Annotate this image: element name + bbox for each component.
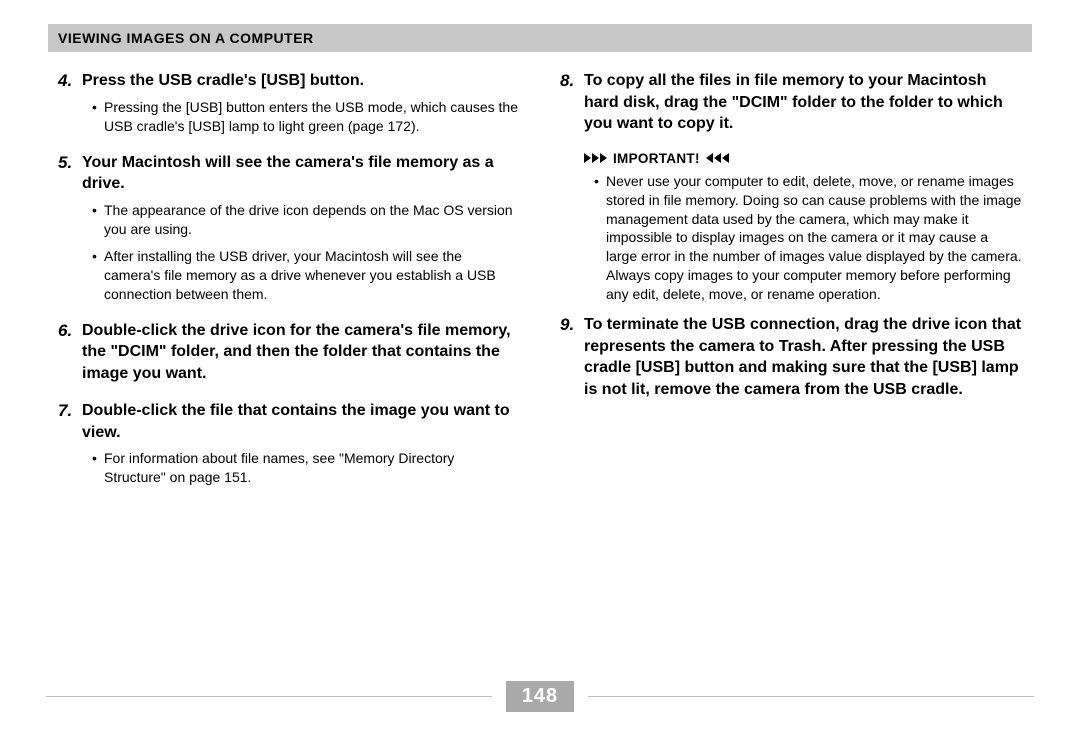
triangle-right-icon xyxy=(584,153,607,163)
left-column: 4. Press the USB cradle's [USB] button. … xyxy=(58,70,520,681)
step-9: 9. To terminate the USB connection, drag… xyxy=(560,314,1022,400)
step-bullets: Pressing the [USB] button enters the USB… xyxy=(58,98,520,136)
footer-rule xyxy=(588,696,1034,697)
triangle-left-icon xyxy=(706,153,729,163)
step-number: 9. xyxy=(560,314,578,336)
step-bullets: The appearance of the drive icon depends… xyxy=(58,201,520,303)
content-columns: 4. Press the USB cradle's [USB] button. … xyxy=(28,70,1052,681)
bullet-item: After installing the USB driver, your Ma… xyxy=(92,247,520,304)
step-number: 8. xyxy=(560,70,578,92)
page-number: 148 xyxy=(506,681,574,712)
bullet-item: For information about file names, see "M… xyxy=(92,449,520,487)
step-title: Double-click the file that contains the … xyxy=(82,400,520,443)
page-footer: 148 xyxy=(28,681,1052,712)
bullet-item: The appearance of the drive icon depends… xyxy=(92,201,520,239)
step-title: Double-click the drive icon for the came… xyxy=(82,320,520,385)
section-title: VIEWING IMAGES ON A COMPUTER xyxy=(58,30,1022,46)
step-8: 8. To copy all the files in file memory … xyxy=(560,70,1022,135)
manual-page: VIEWING IMAGES ON A COMPUTER 4. Press th… xyxy=(0,0,1080,730)
important-label: IMPORTANT! xyxy=(613,151,700,166)
step-5: 5. Your Macintosh will see the camera's … xyxy=(58,152,520,304)
step-bullets: For information about file names, see "M… xyxy=(58,449,520,487)
step-title: To copy all the files in file memory to … xyxy=(584,70,1022,135)
footer-rule xyxy=(46,696,492,697)
step-6: 6. Double-click the drive icon for the c… xyxy=(58,320,520,385)
step-number: 6. xyxy=(58,320,76,342)
step-number: 4. xyxy=(58,70,76,92)
step-title: Your Macintosh will see the camera's fil… xyxy=(82,152,520,195)
step-title: Press the USB cradle's [USB] button. xyxy=(82,70,364,92)
step-number: 5. xyxy=(58,152,76,174)
right-column: 8. To copy all the files in file memory … xyxy=(560,70,1022,681)
step-title: To terminate the USB connection, drag th… xyxy=(584,314,1022,400)
bullet-item: Pressing the [USB] button enters the USB… xyxy=(92,98,520,136)
bullet-item: Never use your computer to edit, delete,… xyxy=(594,172,1022,304)
step-4: 4. Press the USB cradle's [USB] button. … xyxy=(58,70,520,136)
important-bullets: Never use your computer to edit, delete,… xyxy=(560,172,1022,304)
step-7: 7. Double-click the file that contains t… xyxy=(58,400,520,487)
section-header: VIEWING IMAGES ON A COMPUTER xyxy=(48,24,1032,52)
important-header: IMPORTANT! xyxy=(584,151,1022,166)
step-number: 7. xyxy=(58,400,76,422)
